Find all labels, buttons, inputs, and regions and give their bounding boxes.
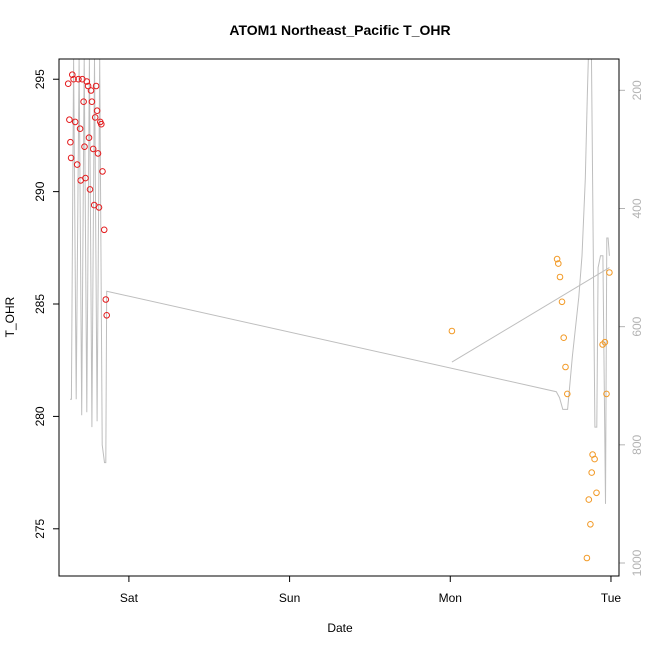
y-tick-label-275: 275 [33, 518, 47, 538]
x-tick-label-tue: Tue [601, 591, 622, 605]
y2-tick-label-800: 800 [630, 434, 644, 454]
y2-tick-label-200: 200 [630, 80, 644, 100]
data-point-s2-18 [606, 269, 613, 276]
y2-tick-label-1000: 1000 [630, 549, 644, 576]
data-point-s2-14 [593, 489, 600, 497]
x-tick-label-mon: Mon [439, 591, 462, 605]
y-axis-label: T_OHR [3, 296, 17, 337]
data-point-s1-0 [64, 80, 72, 87]
data-point-s1-15 [83, 78, 91, 85]
data-point-s2-6 [562, 363, 569, 371]
data-point-s1-1 [66, 116, 73, 123]
data-point-s1-12 [80, 98, 87, 105]
data-point-s1-20 [88, 98, 96, 105]
data-point-s1-14 [82, 174, 89, 182]
y-tick-label-290: 290 [33, 181, 47, 201]
trace-line [70, 59, 610, 504]
data-point-s2-7 [564, 390, 571, 398]
data-point-s2-9 [585, 496, 593, 503]
y2-tick-label-600: 600 [630, 316, 644, 336]
x-axis-label: Date [327, 621, 353, 635]
data-point-s1-7 [73, 161, 81, 168]
data-point-s1-23 [91, 114, 99, 121]
data-point-s1-24 [92, 82, 100, 90]
data-point-s1-8 [75, 75, 82, 83]
axes: Sat Sun Mon Tue 275 280 285 290 295 200 400 600 800 1… [33, 69, 644, 605]
data-point-s1-9 [76, 125, 84, 132]
data-point-s2-10 [587, 521, 594, 528]
data-point-s1-16 [84, 82, 92, 90]
data-point-s1-32 [102, 296, 110, 303]
data-point-s1-3 [67, 154, 75, 162]
data-point-s2-16 [601, 338, 609, 346]
data-point-s1-13 [81, 143, 88, 150]
data-point-s2-1 [553, 255, 561, 263]
x-tick-label-sun: Sun [279, 591, 300, 605]
y-tick-label-285: 285 [33, 294, 47, 314]
data-point-s1-4 [69, 71, 76, 78]
data-point-s1-18 [86, 186, 94, 193]
data-point-s1-2 [67, 138, 74, 146]
data-point-s1-33 [103, 312, 110, 319]
data-point-s2-8 [583, 554, 591, 562]
data-point-s1-25 [93, 107, 101, 114]
data-point-s1-31 [100, 226, 108, 234]
y-tick-label-280: 280 [33, 406, 47, 426]
data-point-s1-29 [98, 120, 105, 128]
data-point-s1-5 [70, 75, 77, 83]
data-point-s1-6 [71, 118, 79, 126]
data-point-s2-2 [555, 260, 562, 267]
trace-line-segment [451, 267, 610, 363]
data-point-s1-21 [89, 145, 97, 153]
secondary-trace [70, 59, 610, 504]
data-point-s1-17 [85, 134, 93, 141]
data-point-s2-17 [603, 390, 610, 398]
y-tick-label-295: 295 [33, 69, 47, 89]
data-point-s2-13 [591, 455, 598, 463]
data-point-s2-11 [588, 469, 596, 476]
data-point-s2-3 [556, 273, 564, 281]
y2-tick-label-400: 400 [630, 198, 644, 218]
data-point-s2-5 [560, 334, 568, 342]
plot-frame [58, 58, 620, 577]
data-point-s2-4 [558, 298, 566, 306]
chart-title: ATOM1 Northeast_Pacific T_OHR [229, 22, 450, 38]
data-point-s2-0 [448, 327, 456, 335]
data-point-s1-27 [95, 204, 103, 211]
data-point-s1-26 [94, 150, 102, 157]
data-points [64, 71, 613, 562]
data-point-s1-19 [87, 87, 95, 94]
data-point-s1-30 [99, 168, 106, 175]
x-tick-label-sat: Sat [120, 591, 139, 605]
